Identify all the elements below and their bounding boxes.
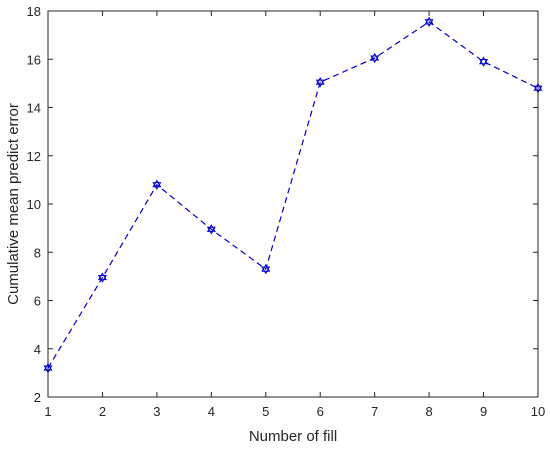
y-tick-label: 4 — [34, 342, 41, 357]
series-layer — [43, 16, 543, 374]
x-tick-label: 2 — [99, 404, 106, 419]
data-point-marker — [479, 56, 489, 67]
y-axis-title: Cumulative mean predict error — [5, 103, 22, 305]
data-point-marker — [424, 16, 434, 28]
x-axis-ticks: 1 2 3 4 5 6 7 8 9 10 — [44, 11, 545, 419]
data-point-marker — [206, 224, 216, 235]
data-point-marker — [97, 272, 107, 283]
y-tick-label: 18 — [27, 4, 41, 19]
y-axis-ticks: 2 4 6 8 10 12 14 16 18 — [27, 4, 538, 405]
series-line — [47, 21, 539, 369]
data-point-marker — [533, 83, 543, 94]
x-tick-label: 5 — [262, 404, 269, 419]
data-point-marker — [315, 76, 325, 88]
x-tick-label: 1 — [44, 404, 51, 419]
y-tick-label: 6 — [34, 294, 41, 309]
x-tick-label: 10 — [531, 404, 545, 419]
data-point-marker — [152, 179, 162, 190]
x-tick-label: 3 — [153, 404, 160, 419]
y-tick-label: 2 — [34, 390, 41, 405]
y-tick-label: 10 — [27, 197, 41, 212]
data-point-marker — [261, 263, 271, 275]
plot-area — [47, 10, 539, 398]
x-tick-label: 9 — [480, 404, 487, 419]
y-tick-label: 14 — [27, 101, 41, 116]
x-tick-label: 6 — [317, 404, 324, 419]
x-tick-label: 8 — [425, 404, 432, 419]
data-point-marker — [43, 362, 53, 374]
y-tick-label: 8 — [34, 245, 41, 260]
y-tick-label: 12 — [27, 149, 41, 164]
x-tick-label: 4 — [208, 404, 215, 419]
x-tick-label: 7 — [371, 404, 378, 419]
data-point-marker — [370, 52, 380, 64]
y-tick-label: 16 — [27, 52, 41, 67]
x-axis-title: Number of fill — [249, 428, 337, 445]
